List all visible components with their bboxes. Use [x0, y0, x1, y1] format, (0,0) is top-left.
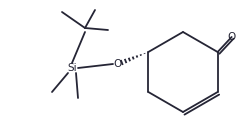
Text: Si: Si: [67, 63, 77, 73]
Text: O: O: [228, 32, 236, 42]
Text: O: O: [114, 59, 122, 69]
